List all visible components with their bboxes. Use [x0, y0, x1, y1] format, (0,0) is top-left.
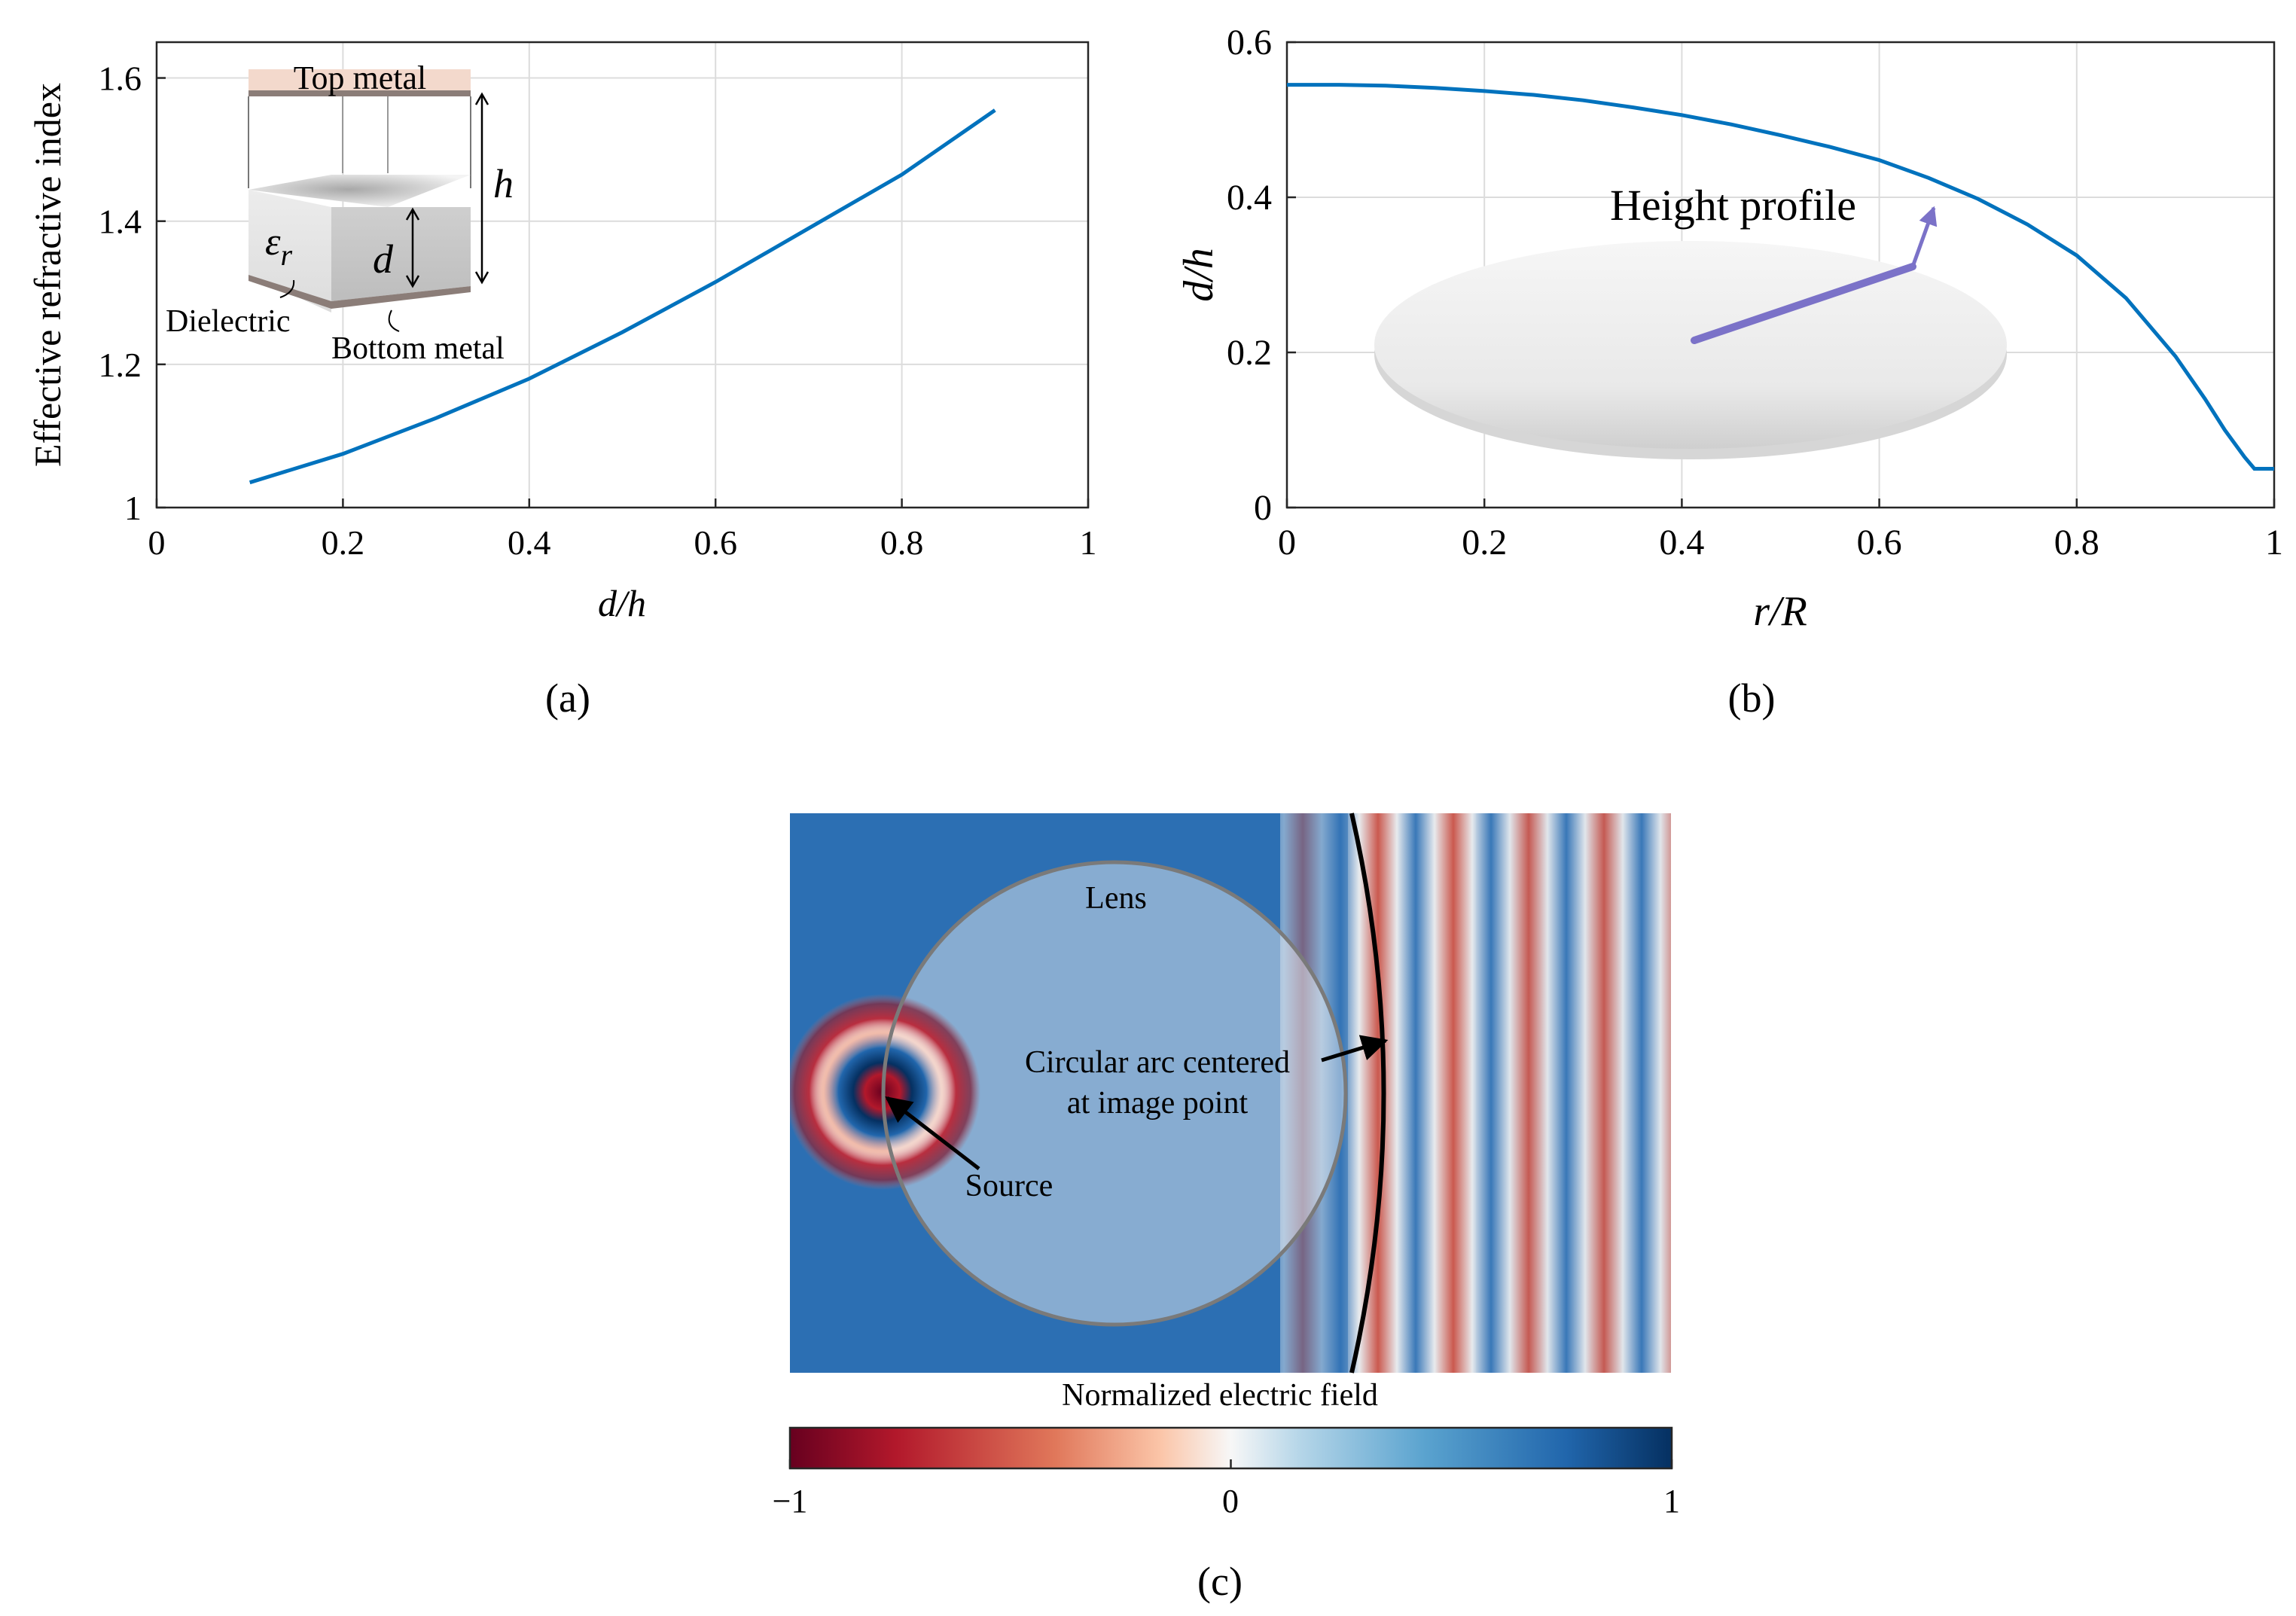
dielectric-top-face: [249, 175, 471, 207]
top-metal-label: Top metal: [294, 59, 427, 96]
y-tick-label: 1: [124, 489, 142, 527]
panel-a: 0 0.2 0.4 0.6 0.8 1 1 1.2 1.4 1.6 d/h Effective …: [26, 41, 1097, 721]
y-tick-label: 1.2: [99, 346, 142, 384]
lens-disc-illustration: [1374, 206, 2007, 459]
bottom-metal-plate: [249, 275, 471, 309]
panel-c-caption: (c): [1197, 1559, 1243, 1604]
arc-label-line1: Circular arc centered: [1025, 1045, 1290, 1080]
panel-a-axes-box: [155, 41, 1090, 509]
d-arrowhead-top: [405, 207, 420, 221]
panel-b-x-ticks: 0 0.2 0.4 0.6 0.8 1: [1278, 499, 2283, 563]
lens-label: Lens: [1085, 881, 1147, 916]
panel-c: Lens Circular arc centered at image poin…: [773, 813, 1680, 1604]
lens-circle: [881, 860, 1348, 1327]
waveguide-inset: Top metal εr d h Dielectric Bottom metal: [166, 59, 514, 366]
panel-b-xlabel: r/R: [1753, 588, 1807, 635]
colorbar-tick-label-max: 1: [1663, 1483, 1680, 1520]
x-tick-label: 1: [1080, 523, 1097, 562]
h-symbol: h: [493, 161, 514, 206]
field-lens-interior: [883, 862, 1346, 1325]
h-arrowhead-top: [474, 92, 489, 105]
x-tick-label: 0.4: [508, 523, 551, 562]
panel-a-x-ticks: 0 0.2 0.4 0.6 0.8 1: [148, 499, 1097, 562]
colorbar-tick-label-min: −1: [773, 1483, 808, 1520]
y-tick-label: 0.6: [1227, 23, 1272, 63]
colorbar-tick-label-mid: 0: [1222, 1483, 1239, 1520]
height-profile-arrow: [1910, 206, 1938, 267]
x-tick-label: 0.8: [2054, 523, 2099, 563]
colorbar-ticks: [788, 1459, 1673, 1468]
x-tick-label: 0: [148, 523, 166, 562]
epsilon-r-symbol: εr: [265, 221, 293, 272]
x-tick-label: 0.8: [880, 523, 924, 562]
source-label: Source: [965, 1169, 1053, 1203]
y-tick-label: 1.4: [99, 203, 142, 241]
x-tick-label: 0.2: [1462, 523, 1507, 563]
h-arrowhead-bottom: [474, 271, 489, 285]
y-tick-label: 0: [1254, 488, 1272, 528]
y-tick-label: 0.2: [1227, 333, 1272, 373]
dielectric-label: Dielectric: [166, 304, 291, 339]
lens-disc-top: [1374, 241, 2007, 449]
panel-a-y-ticks: 1 1.2 1.4 1.6: [99, 59, 166, 527]
field-transition-fade: [1280, 813, 1476, 1373]
arc-label-line2: at image point: [1067, 1086, 1249, 1121]
height-profile-line: [1691, 263, 1916, 344]
panel-b-ylabel: d/h: [1175, 248, 1222, 302]
panel-a-points: [249, 110, 996, 483]
y-tick-label: 1.6: [99, 59, 142, 98]
arc-pointer-arrow: [1321, 1035, 1389, 1063]
x-tick-label: 0: [1278, 523, 1296, 563]
bottom-metal-label: Bottom metal: [331, 331, 505, 366]
panel-b-y-ticks: 0 0.2 0.4 0.6: [1227, 23, 1296, 528]
panel-a-caption: (a): [545, 675, 590, 721]
d-symbol: d: [373, 236, 394, 282]
panel-b-series-line: [1287, 83, 2274, 471]
panel-a-ylabel: Effective refractive index: [26, 83, 69, 467]
panel-b-caption: (b): [1728, 675, 1776, 721]
panel-b-points: [1286, 84, 2275, 469]
dielectric-front-face: [331, 207, 471, 301]
panel-b: 0 0.2 0.4 0.6 0.8 1 0 0.2 0.4 0.6 Height profile…: [1175, 23, 2283, 721]
x-tick-label: 0.6: [1857, 523, 1902, 563]
top-metal-plate: [249, 69, 471, 90]
field-heatmap: [790, 813, 1671, 1373]
top-metal-edge: [249, 90, 471, 96]
x-tick-label: 0.2: [322, 523, 365, 562]
x-tick-label: 1: [2265, 523, 2283, 563]
x-tick-label: 0.6: [694, 523, 737, 562]
y-tick-label: 0.4: [1227, 178, 1272, 218]
panel-a-xlabel: d/h: [598, 582, 646, 624]
panel-b-axes-box: [1285, 41, 2276, 509]
x-tick-label: 0.4: [1659, 523, 1704, 563]
d-arrowhead-bottom: [405, 275, 420, 288]
bottom-metal-leader: [388, 309, 400, 332]
source-pointer-arrow: [885, 1096, 980, 1170]
height-profile-label: Height profile: [1610, 181, 1856, 230]
circular-arc: [1349, 813, 1386, 1374]
colorbar-title: Normalized electric field: [1062, 1378, 1378, 1413]
dielectric-leader: [279, 279, 295, 298]
